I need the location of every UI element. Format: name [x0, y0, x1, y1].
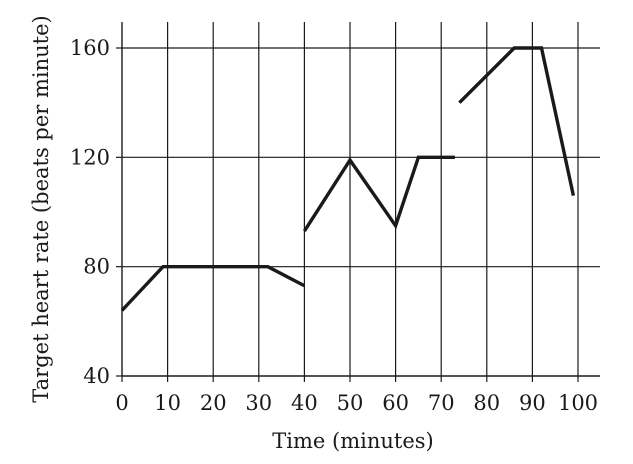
- heart-rate-segment-1: [120, 265, 306, 312]
- heart-rate-segment-3: [458, 46, 576, 196]
- x-tick-label-40: 40: [291, 391, 318, 415]
- x-tick-label-70: 70: [428, 391, 455, 415]
- y-axis-title: Target heart rate (beats per minute): [29, 15, 53, 402]
- x-tick-label-10: 10: [154, 391, 181, 415]
- tick-labels: 0 10 20 30 40 50 60 70 80 90 100 40 80 120 160: [70, 36, 598, 415]
- grid: [122, 22, 600, 376]
- x-axis-title: Time (minutes): [272, 429, 433, 453]
- x-tick-label-30: 30: [245, 391, 272, 415]
- y-tick-label-40: 40: [83, 364, 110, 388]
- x-tick-label-50: 50: [337, 391, 364, 415]
- x-tick-label-80: 80: [473, 391, 500, 415]
- x-tick-label-90: 90: [519, 391, 546, 415]
- heart-rate-segment-2: [302, 155, 455, 233]
- y-tick-label-120: 120: [70, 145, 110, 169]
- y-tick-label-80: 80: [83, 255, 110, 279]
- x-tick-label-100: 100: [558, 391, 598, 415]
- x-tick-label-0: 0: [115, 391, 128, 415]
- series: [120, 46, 576, 312]
- x-tick-label-20: 20: [200, 391, 227, 415]
- x-tick-label-60: 60: [382, 391, 409, 415]
- y-tick-label-160: 160: [70, 36, 110, 60]
- axes: [116, 22, 600, 382]
